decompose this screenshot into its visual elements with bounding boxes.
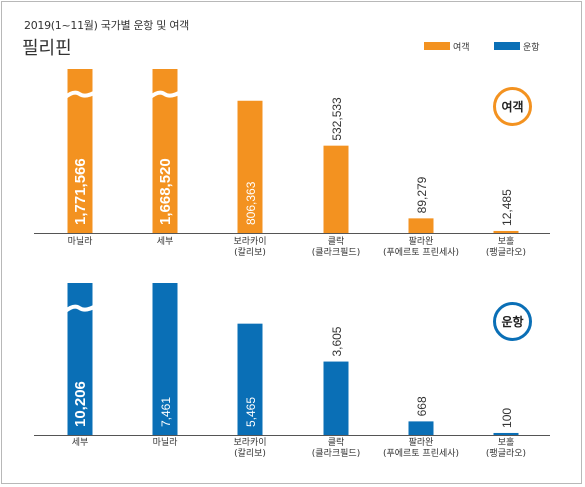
data-label: 806,363 [244,181,258,225]
category-label: 클락 [328,436,345,448]
axis-break-mark [63,90,97,100]
data-label: 1,771,566 [72,158,89,225]
bar [237,323,263,435]
axis-break-mark [148,90,182,100]
bar [152,283,178,435]
legend-flights-swatch [494,42,520,50]
category-label: 보라카이 [233,236,266,247]
category-label: (클라크필드) [312,447,360,459]
category-label: 보라카이 [233,437,266,448]
legend-passengers-swatch [424,42,450,50]
category-label: 보홀 [498,235,515,247]
category-label: 팔라완 [409,235,434,247]
bar [493,432,519,435]
chart-passengers: 1,771,566 마닐라 1,668,520 세부 806,363 보라카이(칼리보) 5… [34,69,550,258]
flights-badge: 운항 [493,302,532,341]
data-label: 7,461 [159,397,173,427]
category-label: (팽글라오) [486,247,526,258]
bar [493,230,519,233]
category-label: (푸에르토 프린세사) [383,448,459,459]
category-label: 세부 [157,236,174,247]
data-label: 12,485 [500,189,514,226]
axis-break-mark [63,304,97,314]
data-label: 89,279 [415,176,429,213]
legend-passengers: 여객 [424,41,470,53]
data-label: 10,206 [72,381,89,427]
data-label: 668 [415,396,429,416]
category-label: (칼리보) [234,448,266,459]
category-label: 세부 [72,437,89,448]
category-label: 마닐라 [153,437,179,448]
passengers-badge: 여객 [493,87,532,126]
category-label: 클락 [328,235,345,247]
data-label: 5,465 [244,397,258,427]
data-label: 3,605 [330,326,344,356]
chart-flights: 10,206 세부 7,461 마닐라 5,465 보라카이(칼리보) 3,605 클락(클라… [34,283,550,459]
bar [237,100,263,233]
bar [323,145,349,233]
legend-passengers-label: 여객 [453,42,470,53]
category-label: 보홀 [498,436,515,448]
category-label: (팽글라오) [486,448,526,459]
category-label: (푸에르토 프린세사) [383,247,459,258]
bar [323,361,349,435]
legend-flights: 운항 [494,41,540,53]
country-title: 필리핀 [22,38,72,59]
category-label: (칼리보) [234,247,266,258]
data-label: 100 [500,408,514,428]
data-label: 532,533 [330,97,344,141]
legend-flights-label: 운항 [523,42,540,53]
bar [408,218,434,233]
chart-subtitle: 2019(1~11월) 국가별 운항 및 여객 [24,19,189,32]
data-label: 1,668,520 [157,158,174,225]
category-label: (클라크필드) [312,246,360,258]
category-label: 팔라완 [409,436,434,448]
category-label: 마닐라 [68,236,94,247]
bar [408,421,434,435]
